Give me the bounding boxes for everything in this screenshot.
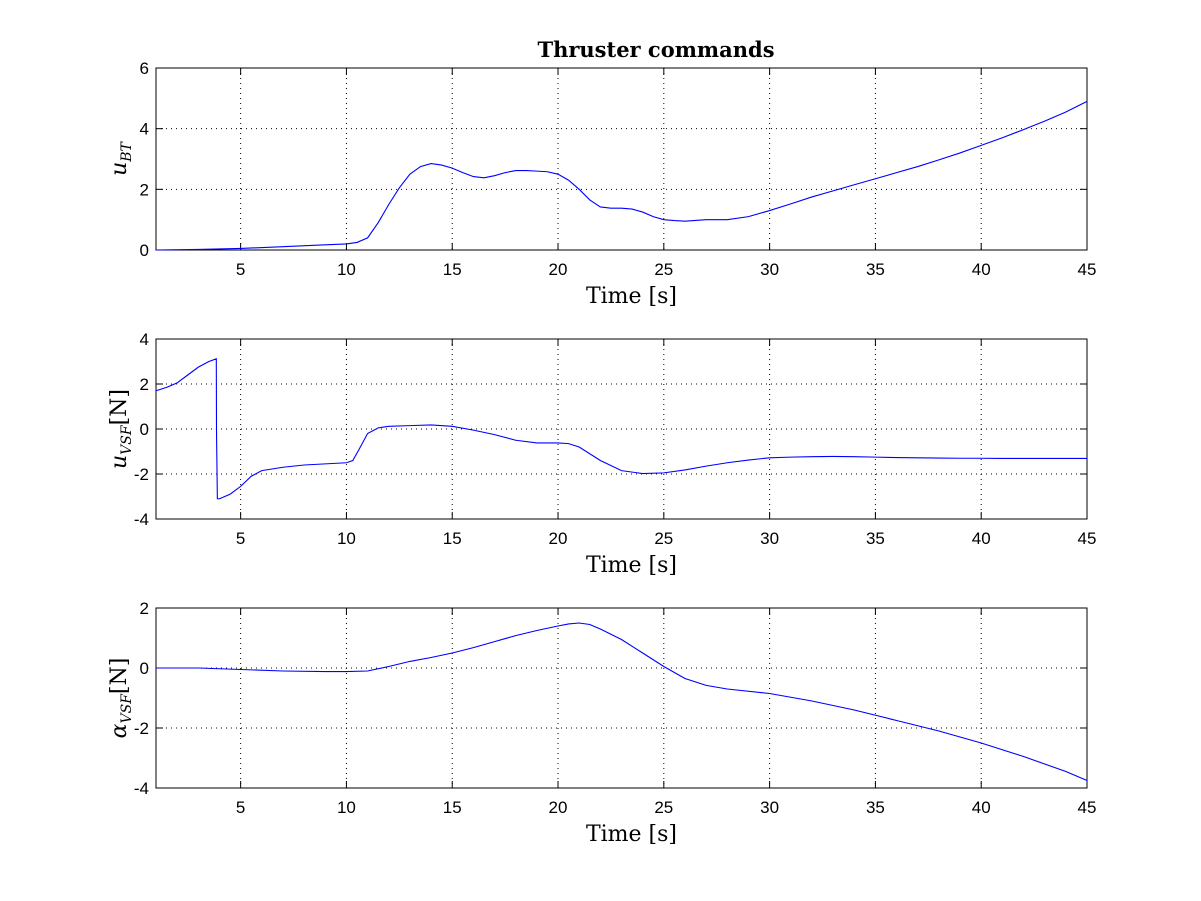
- x-axis-label: Time [s]: [586, 822, 677, 847]
- y-tick-label: -4: [134, 510, 149, 529]
- plot-area: [155, 67, 1088, 251]
- x-tick-label: 40: [972, 260, 991, 279]
- x-tick-label: 25: [654, 798, 673, 817]
- y-axis-label: αVSF[N]: [107, 658, 135, 739]
- x-tick-label: 40: [972, 529, 991, 548]
- x-tick-label: 20: [549, 529, 568, 548]
- y-axis-label-main: α: [107, 723, 132, 738]
- y-tick-label: -2: [134, 465, 149, 484]
- x-tick-label: 45: [1078, 260, 1097, 279]
- y-axis-label-subscript: BT: [119, 140, 135, 162]
- y-axis-label: uVSF[N]: [107, 389, 135, 469]
- x-tick-label: 10: [337, 529, 356, 548]
- subplot-1: 5 10 15 20 25 30 35 40 45 0 2 4 6 Time [s] uBT: [107, 59, 1096, 309]
- y-tick-label: 2: [140, 375, 149, 394]
- x-tick-label: 30: [760, 260, 779, 279]
- x-axis-label: Time [s]: [586, 553, 677, 578]
- plot-area: [155, 607, 1088, 789]
- y-axis-label: uBT: [107, 140, 135, 175]
- series-line-1: [155, 100, 1088, 251]
- x-tick-label: 25: [654, 529, 673, 548]
- y-tick-label: 2: [140, 599, 149, 618]
- x-tick-label: 15: [443, 260, 462, 279]
- figure-title: Thruster commands: [537, 37, 774, 62]
- y-tick-label: -4: [134, 779, 149, 798]
- y-axis-label-main: u: [107, 162, 132, 176]
- x-tick-label: 15: [443, 529, 462, 548]
- x-tick-label: 20: [549, 798, 568, 817]
- y-axis-label-unit: [N]: [107, 658, 132, 694]
- subplot-2: 5 10 15 20 25 30 35 40 45 -4 -2 0 2 4 Time [s] uVSF[N]: [107, 330, 1096, 578]
- y-axis-label-subscript: VSF: [119, 424, 135, 455]
- x-tick-label: 15: [443, 798, 462, 817]
- x-tick-label: 20: [549, 260, 568, 279]
- y-tick-label: 0: [140, 659, 149, 678]
- x-tick-label: 45: [1078, 798, 1097, 817]
- x-tick-label: 5: [236, 798, 245, 817]
- x-tick-label: 10: [337, 798, 356, 817]
- x-axis-label: Time [s]: [586, 284, 677, 309]
- subplot-3: 5 10 15 20 25 30 35 40 45 -4 -2 0 2 Time [s] αVSF[N]: [107, 599, 1096, 847]
- x-tick-label: 5: [236, 529, 245, 548]
- y-tick-label: 4: [140, 120, 149, 139]
- y-tick-label: 6: [140, 59, 149, 78]
- x-tick-label: 35: [866, 798, 885, 817]
- x-tick-label: 5: [236, 260, 245, 279]
- x-tick-label: 35: [866, 260, 885, 279]
- x-tick-label: 45: [1078, 529, 1097, 548]
- series-line-1: [155, 358, 1087, 500]
- y-tick-label: -2: [134, 719, 149, 738]
- x-tick-label: 30: [760, 529, 779, 548]
- y-axis-label-unit: [N]: [107, 389, 132, 425]
- x-tick-label: 25: [654, 260, 673, 279]
- y-tick-label: 0: [140, 241, 149, 260]
- y-tick-label: 2: [140, 180, 149, 199]
- y-axis-label-main: u: [107, 455, 132, 469]
- x-tick-label: 35: [866, 529, 885, 548]
- x-tick-label: 10: [337, 260, 356, 279]
- y-axis-label-subscript: VSF: [119, 693, 135, 724]
- y-tick-label: 4: [140, 330, 149, 349]
- y-tick-label: 0: [140, 420, 149, 439]
- x-tick-label: 40: [972, 798, 991, 817]
- series-line-1: [156, 622, 1088, 782]
- x-tick-label: 30: [760, 798, 779, 817]
